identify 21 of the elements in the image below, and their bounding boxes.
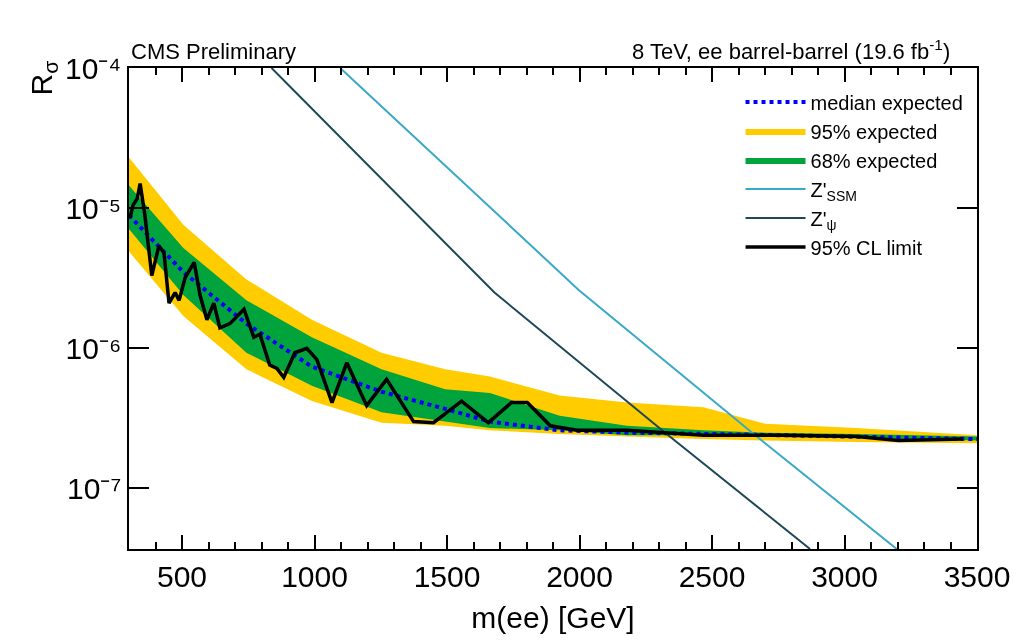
line-series xyxy=(270,68,812,549)
chart-subtitle: 8 TeV, ee barrel-barrel (19.6 fb$^{-1}$) xyxy=(632,36,951,65)
legend-label: median expected xyxy=(810,91,963,114)
y-tick-label: 10⁻⁶ xyxy=(65,331,122,365)
legend-label: 95% expected xyxy=(810,120,938,143)
legend-label: Z'$_{ψ}$ xyxy=(810,207,837,233)
x-axis-title: m(ee) [GeV] xyxy=(471,600,635,634)
legend-label: 95% CL limit xyxy=(810,236,923,259)
legend-label: 68% expected xyxy=(810,149,938,172)
x-tick-label: 500 xyxy=(156,559,208,593)
x-tick-label: 3500 xyxy=(943,559,1011,593)
x-tick-label: 2000 xyxy=(546,559,613,593)
legend-label: Z'$_{SSM}$ xyxy=(810,178,857,204)
y-tick-label: 10⁻⁷ xyxy=(67,471,122,505)
y-tick-label: 10⁻⁴ xyxy=(64,51,122,85)
x-tick-label: 1500 xyxy=(413,559,481,593)
x-tick-label: 3000 xyxy=(811,559,878,593)
x-tick-label: 1000 xyxy=(281,559,348,593)
y-tick-label: 10⁻⁵ xyxy=(65,191,122,225)
chart-title: CMS Preliminary xyxy=(131,39,297,64)
x-tick-label: 2500 xyxy=(678,559,746,593)
